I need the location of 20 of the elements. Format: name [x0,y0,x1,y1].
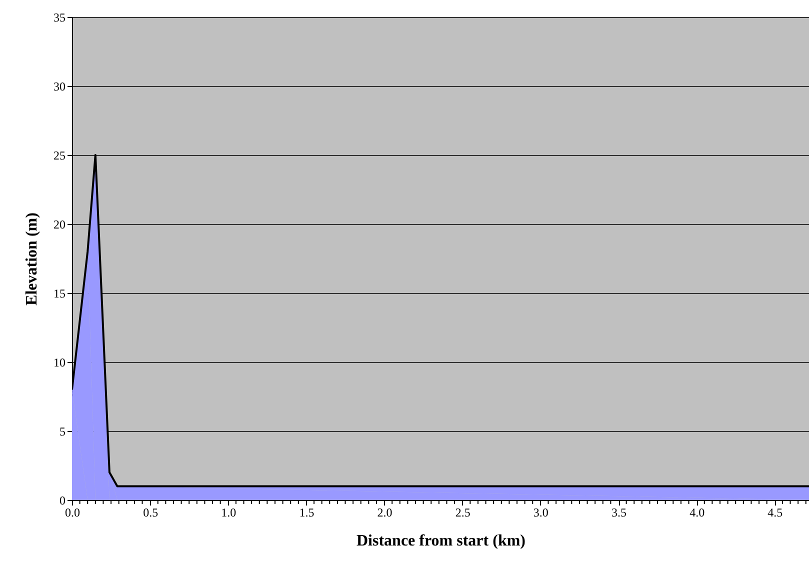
y-tick-label: 15 [54,286,66,300]
x-tick-label: 0.5 [143,506,158,520]
x-tick-label: 3.0 [533,506,548,520]
y-tick-label: 10 [54,356,66,370]
y-axis-title: Elevation (m) [24,212,40,306]
x-tick-label: 4.0 [690,506,705,520]
y-tick-label: 5 [60,424,66,438]
x-tick-label: 3.5 [612,506,627,520]
x-axis-title: Distance from start (km) [356,532,526,550]
y-tick-label: 30 [54,80,66,94]
x-tick-label: 1.0 [221,506,236,520]
x-tick-label: 0.0 [65,506,80,520]
y-tick-label: 25 [54,148,66,162]
x-tick-label: 1.5 [299,506,314,520]
y-tick-label: 20 [54,218,66,232]
x-tick-label: 2.5 [455,506,470,520]
y-tick-label: 35 [54,10,66,24]
x-tick-label: 4.5 [768,506,783,520]
x-tick-label: 2.0 [377,506,392,520]
y-tick-label: 0 [60,494,66,508]
